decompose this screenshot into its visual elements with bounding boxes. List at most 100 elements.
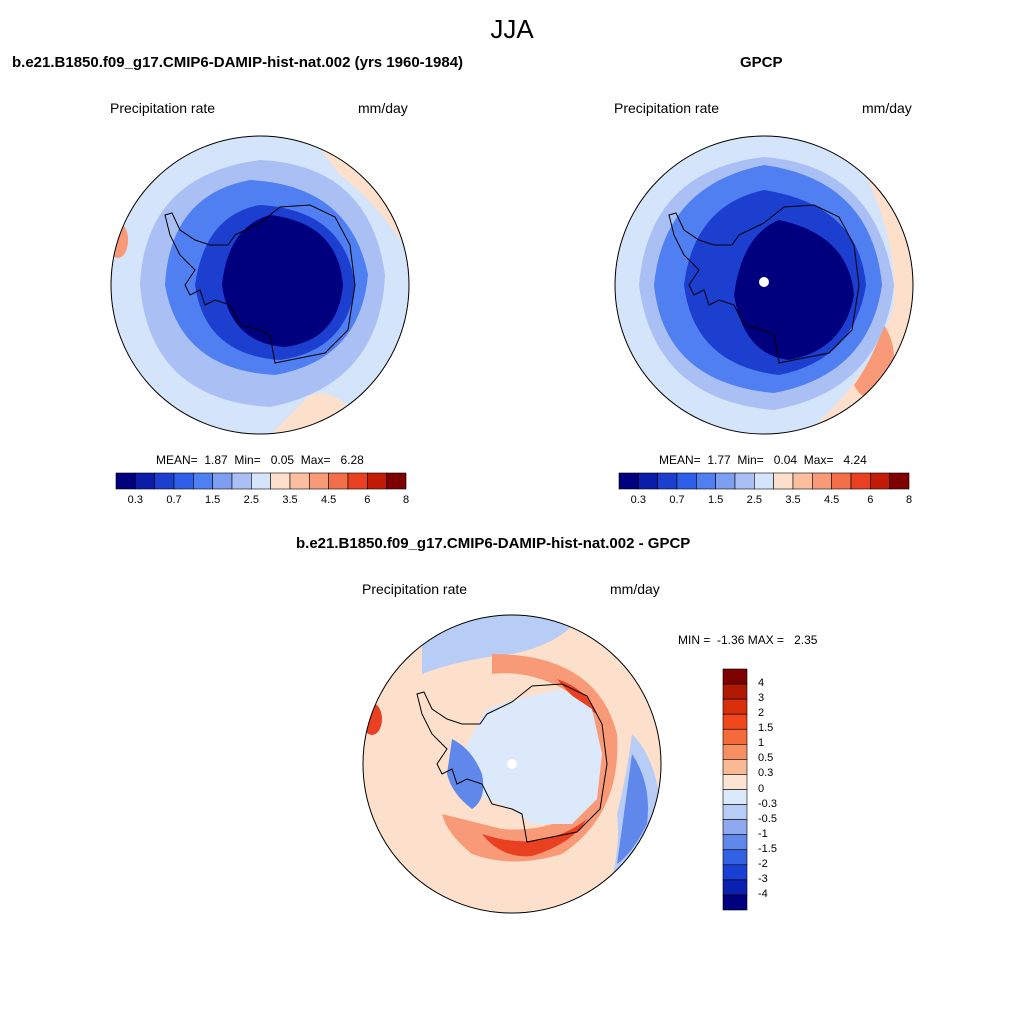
- colorbar-tick-label: -0.5: [758, 812, 777, 825]
- figure-title: JJA: [490, 14, 534, 44]
- colorbar-swatch: [386, 472, 407, 490]
- colorbar-swatch: [154, 472, 175, 490]
- colorbar-swatch: [734, 472, 755, 490]
- colorbar-swatch: [722, 834, 748, 851]
- panel1-antarctica-coastline: [164, 204, 356, 364]
- colorbar-tick-label: 0.7: [669, 494, 685, 506]
- colorbar-swatch: [722, 668, 748, 685]
- panel3-field-hot-w: [363, 703, 382, 735]
- panel3-field-hot-s: [482, 819, 587, 857]
- panel1-stats: MEAN= 1.87 Min= 0.05 Max= 6.28: [156, 453, 364, 467]
- colorbar-swatch: [831, 472, 852, 490]
- colorbar-swatch: [231, 472, 252, 490]
- panel3-map: [362, 614, 662, 914]
- colorbar-tick-label: 3: [758, 692, 765, 705]
- panel3-units-label: mm/day: [610, 581, 660, 597]
- colorbar-tick-label: 4.5: [321, 494, 337, 506]
- panel3-variable-label: Precipitation rate: [362, 581, 468, 597]
- colorbar-swatch: [722, 744, 748, 760]
- colorbar-swatch: [850, 472, 871, 490]
- panel2-missing-data-point: [759, 277, 769, 287]
- panel3-antarctica-coastline: [416, 683, 608, 843]
- colorbar-tick-label: 4: [758, 677, 765, 690]
- panel3-missing-data-point: [507, 759, 517, 769]
- colorbar-swatch: [722, 713, 748, 730]
- colorbar-swatch: [367, 472, 387, 490]
- panel2-title: GPCP: [740, 54, 783, 71]
- colorbar-tick-label: -1: [758, 827, 768, 840]
- colorbar-tick-label: 0.3: [630, 494, 646, 506]
- colorbar-tick-label: -3: [758, 872, 768, 885]
- colorbar-tick-label: -0.3: [758, 797, 777, 810]
- colorbar-swatch: [696, 472, 716, 490]
- panel2-colorbar: [618, 472, 910, 490]
- colorbar-tick-label: 4.5: [824, 494, 840, 506]
- panel1-field-core: [222, 215, 343, 347]
- colorbar-swatch: [722, 804, 748, 820]
- panel2-map: [614, 135, 914, 435]
- colorbar-swatch: [722, 774, 748, 790]
- panel2-units-label: mm/day: [862, 100, 912, 116]
- panel3-field-warm-ring: [442, 654, 618, 862]
- colorbar-swatch: [722, 819, 748, 835]
- colorbar-tick-label: 6: [364, 494, 371, 506]
- panel2-variable-label: Precipitation rate: [614, 100, 720, 116]
- colorbar-swatch: [618, 472, 639, 490]
- panel1-colorbar-ticks: 0.3 0.7 1.5 2.5 3.5 4.5 6 8: [116, 494, 409, 508]
- colorbar-swatch: [347, 472, 368, 490]
- colorbar-swatch: [289, 472, 310, 490]
- colorbar-swatch: [722, 849, 748, 866]
- colorbar-swatch: [115, 472, 136, 490]
- colorbar-swatch: [754, 472, 774, 490]
- colorbar-swatch: [173, 472, 194, 490]
- colorbar-swatch: [722, 894, 748, 911]
- panel3-stats: MIN = -1.36 MAX = 2.35: [678, 633, 818, 647]
- colorbar-swatch: [722, 759, 748, 775]
- colorbar-swatch: [212, 472, 233, 490]
- colorbar-tick-label: 2.5: [746, 494, 762, 506]
- panel3-field-blue-peninsula: [447, 739, 484, 809]
- panel1-variable-label: Precipitation rate: [110, 100, 216, 116]
- colorbar-swatch: [722, 879, 748, 896]
- colorbar-tick-label: 0: [758, 782, 765, 795]
- colorbar-tick-label: 3.5: [785, 494, 801, 506]
- colorbar-tick-label: 3.5: [282, 494, 298, 506]
- panel3-title: b.e21.B1850.f09_g17.CMIP6-DAMIP-hist-nat…: [296, 535, 691, 552]
- colorbar-tick-label: 0.7: [166, 494, 182, 506]
- colorbar-tick-label: 0.3: [127, 494, 143, 506]
- colorbar-tick-label: -1.5: [758, 842, 777, 855]
- panel1-map: [110, 135, 410, 435]
- panel2-stats: MEAN= 1.77 Min= 0.04 Max= 4.24: [659, 453, 867, 467]
- colorbar-tick-label: 0.5: [758, 752, 774, 765]
- colorbar-swatch: [812, 472, 832, 490]
- panel3-field-blue-e: [617, 754, 648, 864]
- colorbar-swatch: [773, 472, 794, 490]
- panel3-field-hot-ne: [557, 679, 597, 714]
- panel2-field-core: [734, 220, 854, 360]
- panel3-field-pole: [457, 689, 602, 824]
- panel1-colorbar: [115, 472, 407, 490]
- panel2-antarctica-coastline: [668, 204, 860, 364]
- colorbar-tick-label: 8: [905, 494, 913, 506]
- colorbar-swatch: [870, 472, 890, 490]
- colorbar-tick-label: 1.5: [758, 722, 774, 735]
- colorbar-tick-label: 6: [867, 494, 874, 506]
- colorbar-swatch: [715, 472, 736, 490]
- colorbar-tick-label: 1.5: [205, 494, 221, 506]
- panel1-units-label: mm/day: [358, 100, 408, 116]
- colorbar-swatch: [270, 472, 291, 490]
- panel2-colorbar-ticks: 0.3 0.7 1.5 2.5 3.5 4.5 6 8: [619, 494, 912, 508]
- colorbar-tick-label: -4: [758, 887, 768, 900]
- colorbar-swatch: [676, 472, 697, 490]
- colorbar-tick-label: 2: [758, 707, 765, 720]
- colorbar-swatch: [722, 728, 748, 745]
- colorbar-tick-label: -2: [758, 857, 768, 870]
- panel3-colorbar: [722, 668, 748, 911]
- colorbar-tick-label: 1.5: [708, 494, 724, 506]
- colorbar-swatch: [638, 472, 658, 490]
- colorbar-swatch: [722, 864, 748, 881]
- panel3-field-cool-n: [422, 615, 582, 674]
- colorbar-tick-label: 8: [402, 494, 410, 506]
- colorbar-tick-label: 0.3: [758, 767, 774, 780]
- colorbar-swatch: [722, 683, 748, 700]
